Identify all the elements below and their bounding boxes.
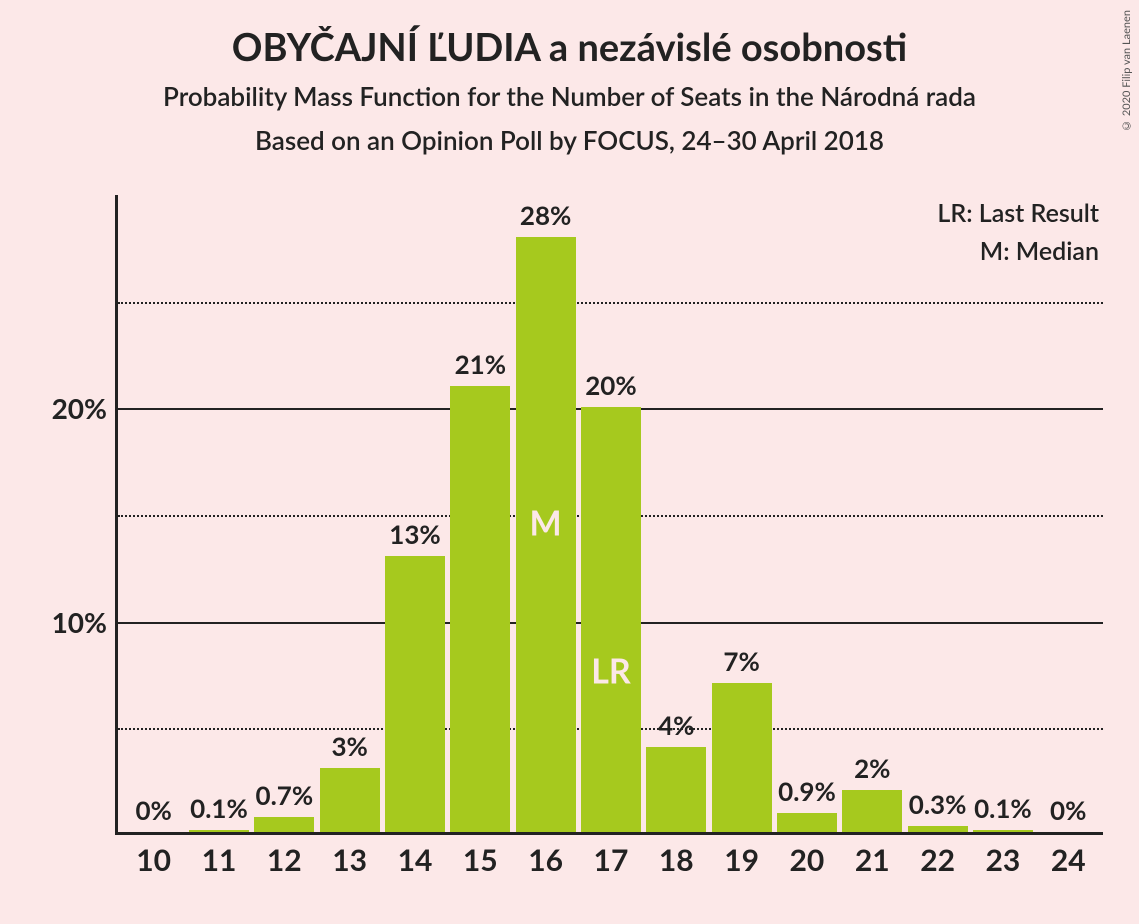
bar-slot: 0.3% bbox=[905, 195, 970, 832]
bar: 0.3% bbox=[908, 826, 968, 832]
y-tick-label: 10% bbox=[27, 605, 107, 639]
bar-value-label: 0.1% bbox=[190, 792, 248, 824]
x-tick-label: 24 bbox=[1036, 842, 1101, 878]
x-tick-label: 12 bbox=[252, 842, 317, 878]
copyright: © 2020 Filip van Laenen bbox=[1120, 10, 1133, 132]
x-tick-label: 15 bbox=[448, 842, 513, 878]
bar-value-label: 0% bbox=[135, 794, 171, 826]
bar-slot: 0% bbox=[1036, 195, 1101, 832]
bar-slot: 0.1% bbox=[970, 195, 1035, 832]
bar-value-label: 0.9% bbox=[778, 775, 836, 807]
bars-container: 0%0.1%0.7%3%13%21%28%M20%LR4%7%0.9%2%0.3… bbox=[121, 195, 1101, 832]
bar: 21% bbox=[450, 386, 510, 832]
x-tick-label: 14 bbox=[382, 842, 447, 878]
bar-slot: 28% M bbox=[513, 195, 578, 832]
bar: 0.9% bbox=[777, 813, 837, 832]
chart-subtitle-2: Based on an Opinion Poll by FOCUS, 24–30… bbox=[0, 124, 1139, 156]
bar-value-label: 2% bbox=[854, 752, 890, 784]
bar-slot: 7% bbox=[709, 195, 774, 832]
bar-slot: 21% bbox=[448, 195, 513, 832]
bar-marker: M bbox=[530, 502, 562, 543]
bar-value-label: 3% bbox=[331, 730, 367, 762]
bar: 13% bbox=[385, 556, 445, 832]
bar: 20%LR bbox=[581, 407, 641, 832]
bar-value-label: 28% bbox=[520, 199, 571, 231]
bar-marker: LR bbox=[591, 650, 631, 691]
bar: 4% bbox=[646, 747, 706, 832]
bar-slot: 4% bbox=[644, 195, 709, 832]
x-tick-label: 22 bbox=[905, 842, 970, 878]
bar: 2% bbox=[842, 790, 902, 832]
bar-value-label: 0% bbox=[1050, 794, 1086, 826]
bar-slot: 0% bbox=[121, 195, 186, 832]
bar-slot: 3% bbox=[317, 195, 382, 832]
x-tick-label: 13 bbox=[317, 842, 382, 878]
y-tick-label: 20% bbox=[27, 391, 107, 425]
bar: 3% bbox=[320, 768, 380, 832]
bar-value-label: 0.3% bbox=[909, 788, 967, 820]
x-tick-label: 19 bbox=[709, 842, 774, 878]
chart-title: OBYČAJNÍ ĽUDIA a nezávislé osobnosti bbox=[0, 0, 1139, 70]
x-axis bbox=[115, 832, 1103, 835]
bar-value-label: 20% bbox=[585, 369, 636, 401]
chart-subtitle-1: Probability Mass Function for the Number… bbox=[0, 80, 1139, 112]
bar: 0.7% bbox=[254, 817, 314, 832]
x-tick-label: 16 bbox=[513, 842, 578, 878]
bar-value-label: 0.7% bbox=[255, 779, 313, 811]
x-tick-label: 18 bbox=[644, 842, 709, 878]
bar-slot: 0.9% bbox=[774, 195, 839, 832]
x-tick-label: 20 bbox=[774, 842, 839, 878]
x-tick-label: 11 bbox=[186, 842, 251, 878]
x-tick-label: 23 bbox=[970, 842, 1035, 878]
bar-slot: 20% LR bbox=[578, 195, 643, 832]
bar: 28%M bbox=[516, 237, 576, 832]
bar: 0.1% bbox=[973, 830, 1033, 832]
bar-value-label: 7% bbox=[723, 645, 759, 677]
bar-slot: 0.7% bbox=[252, 195, 317, 832]
bar-chart: 10%20% 0%0.1%0.7%3%13%21%28%M20%LR4%7%0.… bbox=[115, 195, 1105, 835]
bar-value-label: 13% bbox=[389, 518, 440, 550]
bar-slot: 13% bbox=[382, 195, 447, 832]
bar-value-label: 4% bbox=[658, 709, 694, 741]
x-tick-label: 17 bbox=[578, 842, 643, 878]
bar: 0.1% bbox=[189, 830, 249, 832]
bar-value-label: 21% bbox=[455, 348, 506, 380]
bar-slot: 0.1% bbox=[186, 195, 251, 832]
x-tick-label: 21 bbox=[840, 842, 905, 878]
bar-value-label: 0.1% bbox=[974, 792, 1032, 824]
bar-slot: 2% bbox=[840, 195, 905, 832]
x-tick-label: 10 bbox=[121, 842, 186, 878]
x-axis-labels: 101112131415161718192021222324 bbox=[121, 842, 1101, 878]
bar: 7% bbox=[712, 683, 772, 832]
